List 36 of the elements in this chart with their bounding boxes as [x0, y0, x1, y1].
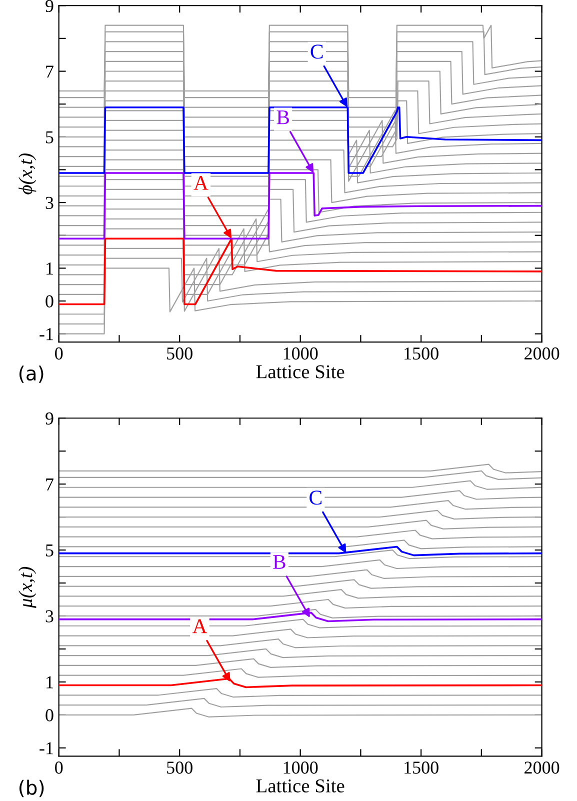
- annotation: C: [310, 44, 323, 59]
- x-tick-label: 2000: [524, 762, 560, 774]
- annotation: C: [310, 490, 322, 505]
- y-axis-title: ϕ(x,t): [18, 153, 36, 194]
- annotation: A: [192, 619, 208, 634]
- annotation: B: [276, 110, 289, 124]
- x-tick-label: 0: [55, 762, 63, 774]
- x-tick-label: 1000: [284, 762, 318, 774]
- annotation: A: [194, 176, 208, 190]
- y-tick-label: 0: [46, 709, 54, 722]
- y-tick-label: 3: [46, 610, 54, 622]
- x-tick-label: 1500: [404, 347, 438, 360]
- y-tick-label: 0: [46, 295, 54, 308]
- y-tick-label: 9: [46, 0, 54, 12]
- x-tick-label: 500: [167, 347, 192, 360]
- y-tick-label: 7: [46, 478, 54, 490]
- y-tick-label: 5: [46, 131, 54, 144]
- y-tick-label: 9: [46, 412, 54, 425]
- text: (a): [19, 366, 44, 383]
- x-tick-label: 0: [55, 347, 63, 360]
- y-tick-label: 3: [46, 196, 54, 209]
- y-tick-label: -1: [40, 328, 53, 340]
- y-tick-label: 1: [46, 676, 53, 688]
- x-tick-label: 500: [167, 762, 192, 774]
- x-tick-label: 1500: [404, 762, 438, 774]
- y-tick-label: -1: [40, 742, 53, 754]
- y-tick-label: 5: [46, 544, 54, 556]
- text: (b): [19, 780, 44, 798]
- x-axis-title: Lattice Site: [256, 779, 344, 792]
- annotation: B: [273, 555, 286, 569]
- y-tick-label: 7: [46, 66, 54, 78]
- x-tick-label: 1000: [284, 347, 318, 360]
- x-tick-label: 2000: [524, 347, 560, 360]
- y-axis-title: μ(x,t): [18, 566, 36, 608]
- x-axis-title: Lattice Site: [256, 365, 344, 378]
- y-tick-label: 1: [46, 262, 53, 274]
